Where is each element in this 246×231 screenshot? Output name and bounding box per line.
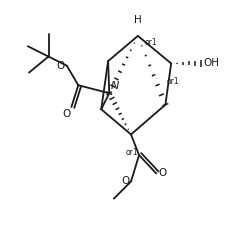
Text: O: O bbox=[122, 176, 130, 185]
Text: or1: or1 bbox=[145, 38, 157, 47]
Text: O: O bbox=[57, 60, 65, 70]
Text: O: O bbox=[158, 167, 166, 178]
Text: OH: OH bbox=[203, 58, 219, 68]
Text: O: O bbox=[62, 109, 70, 119]
Text: N: N bbox=[110, 81, 119, 91]
Text: or1: or1 bbox=[125, 147, 138, 156]
Text: H: H bbox=[134, 15, 142, 25]
Text: or1: or1 bbox=[167, 77, 179, 86]
